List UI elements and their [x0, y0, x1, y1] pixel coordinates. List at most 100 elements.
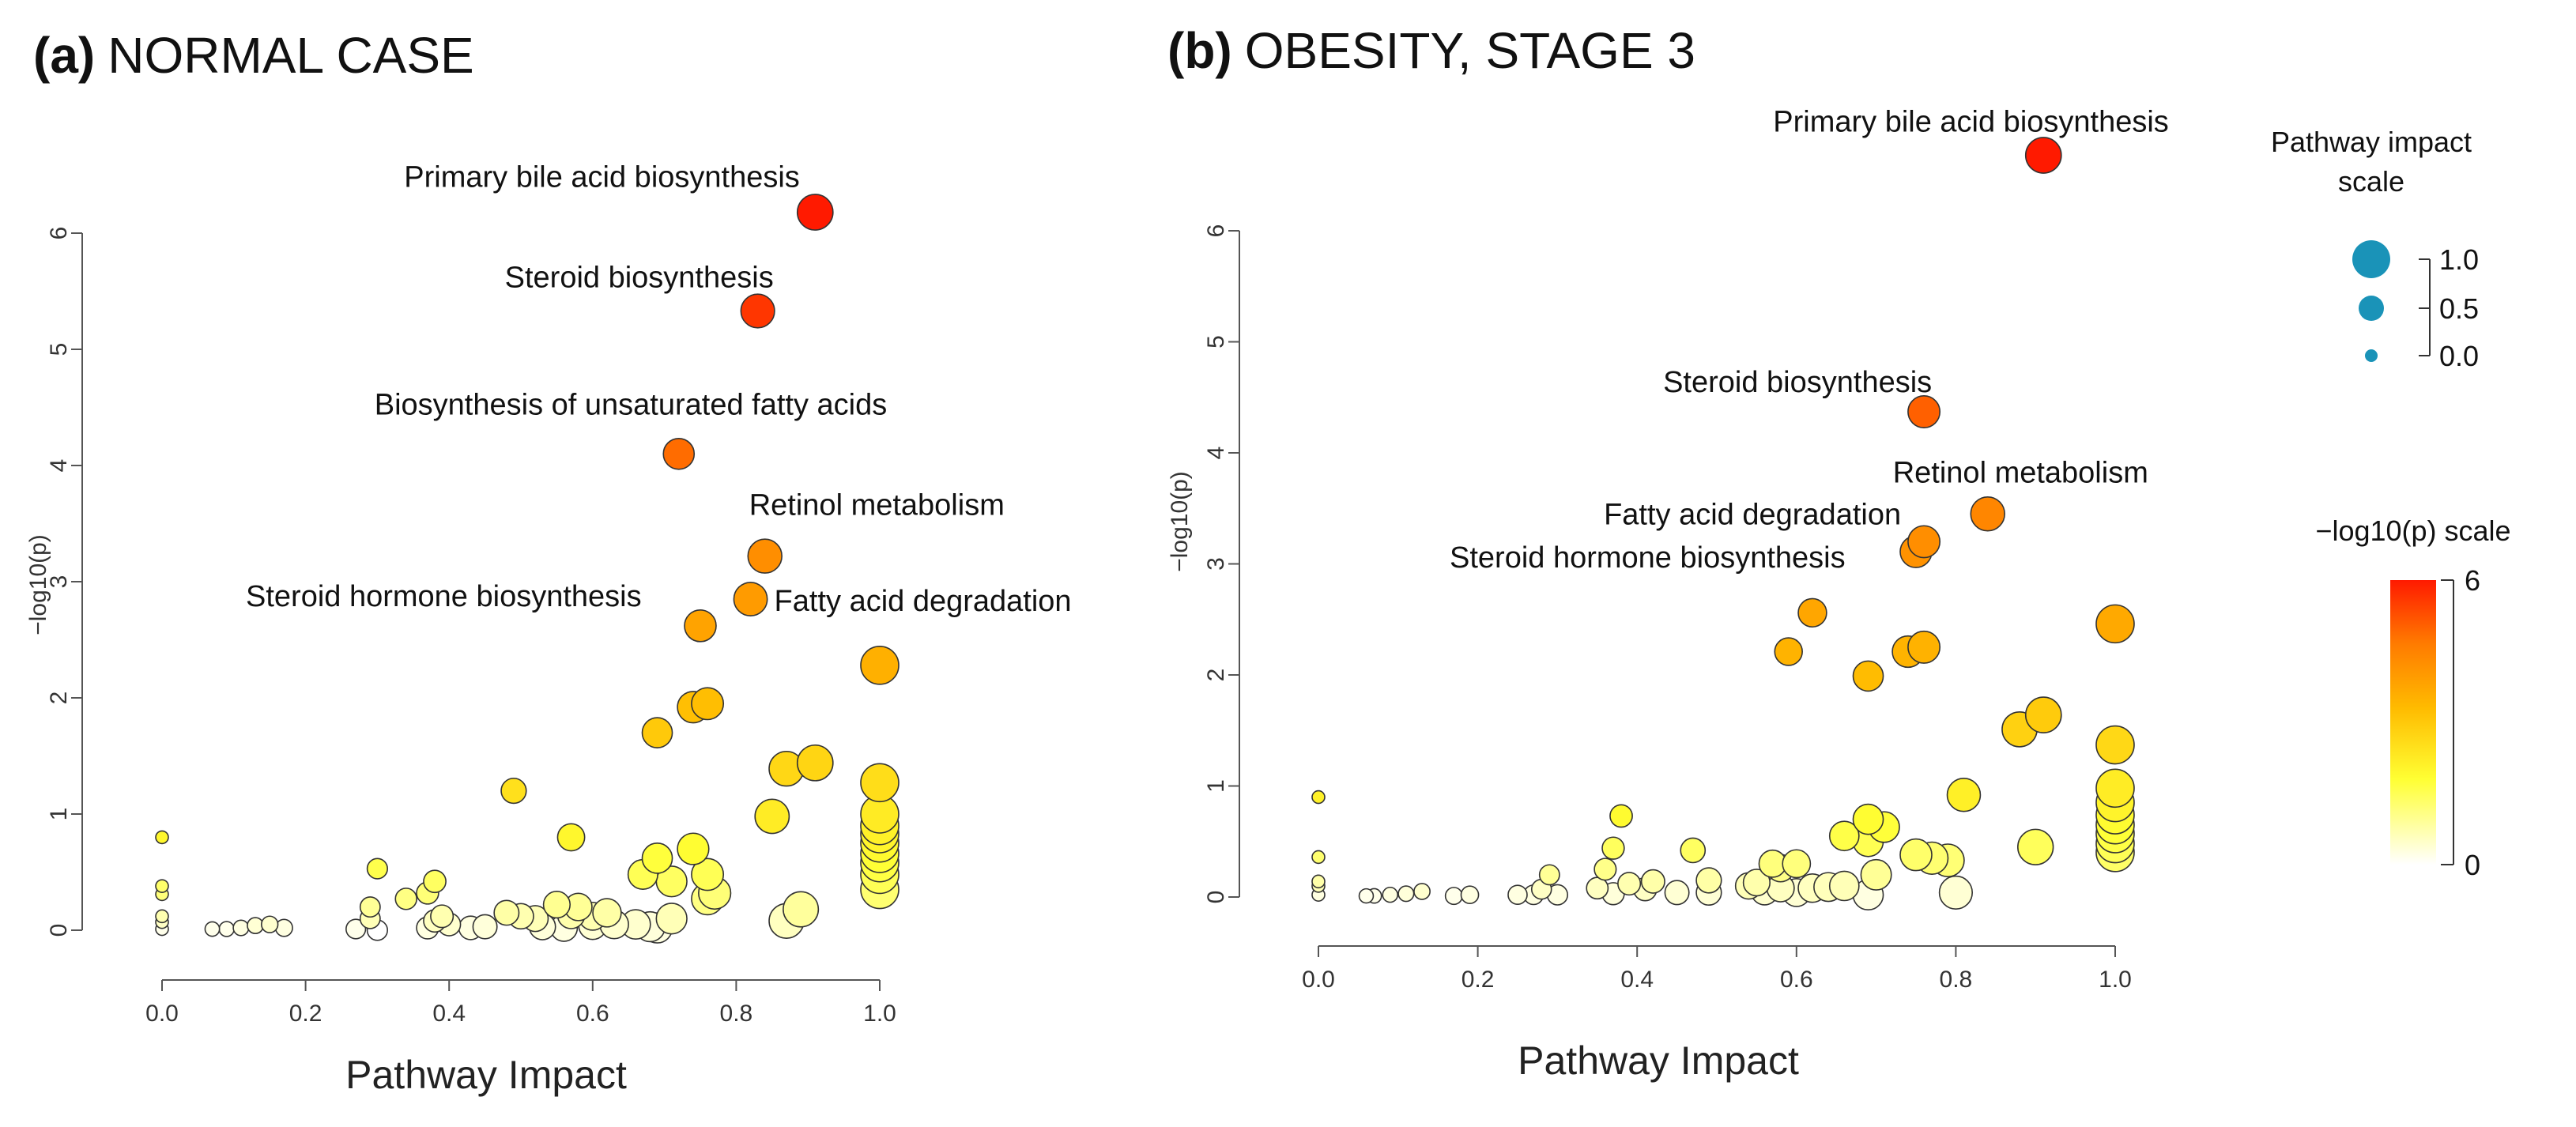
panel-b-points	[1311, 137, 2135, 911]
annotation-steroid-hormone-biosynthesis: Steroid hormone biosynthesis	[246, 580, 642, 613]
panel-b-title: (b) OBESITY, STAGE 3	[1167, 22, 1695, 79]
data-point	[1774, 637, 1803, 666]
data-point	[1664, 880, 1690, 906]
size-legend-marks	[2352, 240, 2390, 362]
size-legend-circle-0-5	[2359, 296, 2384, 321]
data-point	[1695, 867, 1722, 894]
x-tick-label: 0.0	[145, 1001, 179, 1027]
data-point	[1444, 887, 1463, 906]
data-point	[204, 921, 221, 937]
point-steroid-biosynthesis	[740, 293, 775, 329]
point-fatty-acid-degradation	[1907, 525, 1941, 559]
size-legend: Pathway impact scale 1.0 0.5 0.0	[2271, 126, 2479, 372]
annotation-steroid-biosynthesis: Steroid biosynthesis	[1663, 366, 1932, 399]
panel-b-label: (b)	[1167, 22, 1232, 79]
data-point	[394, 888, 417, 910]
data-point	[366, 858, 389, 880]
data-point	[860, 646, 900, 685]
data-point	[2024, 696, 2062, 733]
panel-a-axes: 0 1 2 3 4 5 6 0.0 0.2 0.4 0.6 0.8 1.0	[46, 227, 896, 1027]
y-tick-label: 3	[46, 575, 72, 589]
point-steroid-hormone-biosynthesis	[684, 609, 717, 643]
data-point	[1358, 888, 1375, 904]
data-point	[641, 717, 673, 748]
data-point	[359, 896, 381, 918]
y-tick-label: 6	[1203, 224, 1229, 238]
color-legend: −log10(p) scale 6 0	[2315, 514, 2510, 881]
data-point	[1938, 875, 1973, 910]
data-point	[430, 904, 454, 929]
data-point	[1311, 850, 1326, 865]
data-point	[2017, 828, 2054, 865]
annotation-biosynthesis-of-unsaturated-fatty-acids: Biosynthesis of unsaturated fatty acids	[375, 388, 887, 421]
data-point	[155, 879, 169, 893]
size-legend-label-1: 1.0	[2439, 243, 2479, 276]
panel-b-y-axis-label: −log10(p)	[1167, 471, 1193, 572]
data-point	[1946, 777, 1982, 812]
panel-b-annotations: Primary bile acid biosynthesis Steroid bi…	[1450, 105, 2169, 575]
point-primary-bile-acid-biosynthesis	[2024, 137, 2062, 174]
annotation-fatty-acid-degradation: Fatty acid degradation	[1604, 498, 1901, 531]
annotation-steroid-hormone-biosynthesis: Steroid hormone biosynthesis	[1450, 541, 1846, 575]
point-steroid-biosynthesis	[1907, 395, 1941, 428]
y-tick-label: 6	[46, 227, 72, 240]
x-tick-label: 0.4	[432, 1001, 466, 1027]
size-legend-title-line1: Pathway impact	[2271, 126, 2472, 158]
data-point	[783, 891, 820, 928]
size-legend-title-line2: scale	[2338, 165, 2404, 198]
color-legend-gradient-bar	[2390, 580, 2436, 865]
data-point	[691, 687, 725, 721]
data-point	[218, 921, 235, 937]
x-tick-label: 0.0	[1302, 967, 1335, 993]
data-point	[677, 832, 710, 865]
x-tick-label: 0.8	[1940, 967, 1973, 993]
panel-normal-case: (a) NORMAL CASE 0 1 2 3 4 5 6 0.0 0.2 0.4 0.6 0.8 1.0…	[25, 27, 1072, 1097]
data-point	[2095, 725, 2135, 765]
annotation-retinol-metabolism: Retinol metabolism	[1893, 456, 2148, 489]
data-point	[1382, 886, 1398, 903]
x-tick-label: 0.2	[1461, 967, 1495, 993]
data-point	[556, 823, 586, 852]
data-point	[232, 919, 250, 937]
data-point	[1852, 660, 1884, 692]
data-point	[796, 744, 834, 782]
x-tick-label: 1.0	[863, 1001, 896, 1027]
panel-a-title: (a) NORMAL CASE	[33, 27, 474, 84]
data-point	[1907, 630, 1941, 664]
panel-b-axes: 0 1 2 3 4 5 6 0.0 0.2 0.4 0.6 0.8 1.0	[1203, 224, 2132, 993]
data-point	[1860, 858, 1892, 891]
y-tick-label: 1	[46, 808, 72, 821]
panel-a-x-axis-label: Pathway Impact	[345, 1053, 627, 1097]
data-point	[500, 777, 527, 805]
size-legend-circle-0-0	[2365, 349, 2378, 362]
data-point	[1311, 874, 1326, 889]
size-legend-circle-1-0	[2352, 240, 2390, 278]
annotation-fatty-acid-degradation: Fatty acid degradation	[775, 585, 1072, 618]
data-point	[1460, 885, 1480, 905]
data-point	[1538, 864, 1560, 886]
data-point	[1899, 838, 1933, 872]
panel-a-label: (a)	[33, 27, 95, 84]
data-point	[1311, 790, 1326, 805]
color-legend-min-label: 0	[2465, 849, 2480, 881]
data-point	[1680, 837, 1707, 864]
x-tick-label: 0.6	[1780, 967, 1813, 993]
point-retinol-metabolism	[1970, 496, 2005, 532]
data-point	[155, 909, 169, 924]
y-tick-label: 4	[46, 459, 72, 473]
y-tick-label: 4	[1203, 447, 1229, 460]
data-point	[1397, 885, 1415, 903]
data-point	[655, 903, 688, 935]
panel-b-x-axis-label: Pathway Impact	[1518, 1038, 1799, 1083]
data-point	[261, 915, 279, 933]
data-point	[1852, 803, 1884, 835]
y-tick-label: 0	[46, 924, 72, 937]
x-tick-label: 0.4	[1620, 967, 1654, 993]
data-point	[1782, 849, 1812, 879]
annotation-retinol-metabolism: Retinol metabolism	[749, 489, 1005, 522]
panel-a-annotations: Primary bile acid biosynthesis Steroid bi…	[246, 161, 1072, 619]
y-tick-label: 0	[1203, 891, 1229, 904]
data-point	[1742, 869, 1771, 897]
data-point	[1617, 872, 1642, 896]
